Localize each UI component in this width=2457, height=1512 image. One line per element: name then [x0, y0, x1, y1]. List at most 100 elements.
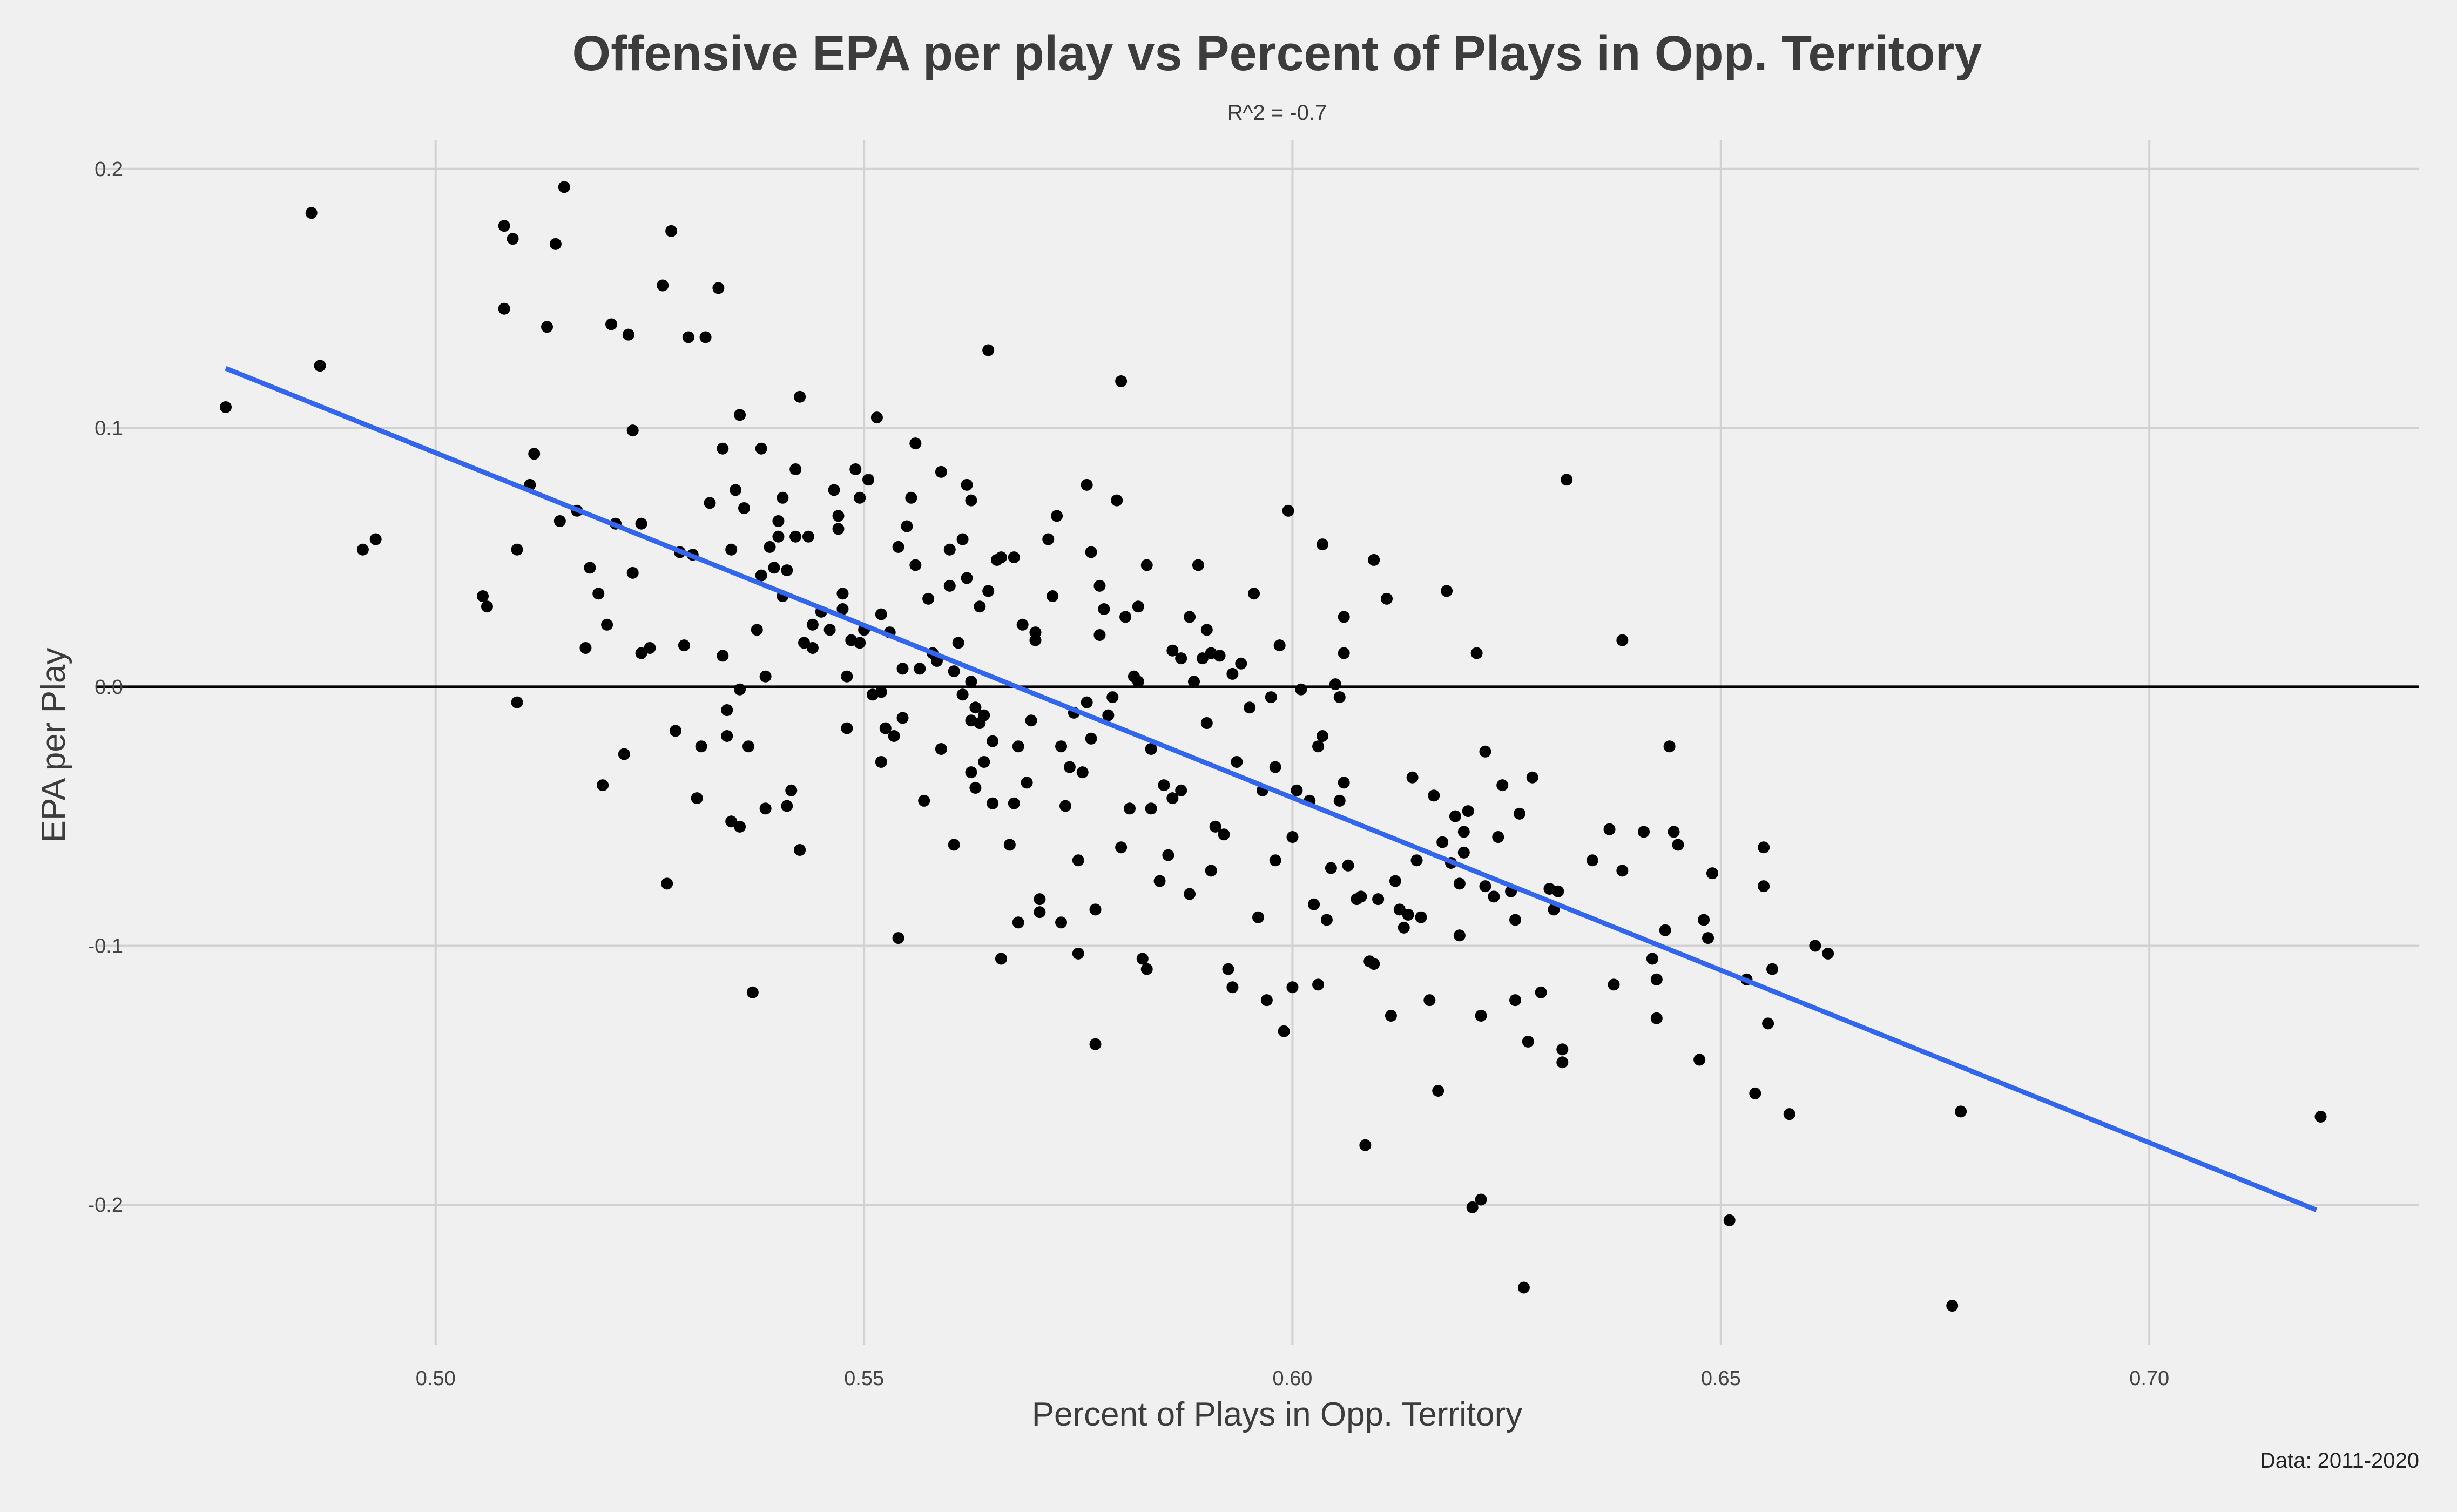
data-point: [961, 572, 973, 584]
data-point: [717, 650, 729, 662]
data-point: [1706, 867, 1718, 880]
data-point: [1702, 932, 1714, 944]
chart-subtitle: R^2 = -0.7: [1227, 101, 1327, 125]
data-point: [1449, 810, 1461, 822]
data-point: [1457, 826, 1470, 838]
x-tick-label: 0.60: [1272, 1367, 1312, 1390]
chart-caption: Data: 2011-2020: [2260, 1449, 2419, 1473]
data-point: [948, 839, 960, 851]
data-point: [498, 302, 510, 315]
data-point: [1244, 701, 1256, 714]
data-point: [1072, 947, 1084, 960]
data-point: [635, 517, 647, 530]
data-point: [935, 742, 947, 755]
data-point: [1265, 691, 1277, 704]
data-point: [1269, 761, 1281, 773]
data-point: [1317, 538, 1329, 551]
data-point: [781, 564, 793, 577]
data-point: [1003, 839, 1016, 851]
data-point: [558, 181, 570, 193]
data-point: [1085, 546, 1097, 558]
data-point: [794, 844, 806, 856]
data-point: [1650, 973, 1663, 986]
data-point: [1012, 916, 1024, 929]
data-point: [1072, 854, 1084, 867]
data-point: [657, 279, 669, 292]
data-point: [974, 600, 986, 613]
data-point: [896, 663, 909, 675]
data-point: [305, 207, 318, 219]
data-point: [1325, 862, 1337, 874]
data-point: [1248, 588, 1260, 600]
data-point: [828, 484, 840, 496]
data-point: [1123, 802, 1136, 815]
data-point: [1205, 865, 1217, 877]
data-point: [730, 484, 742, 496]
data-point: [511, 543, 523, 556]
data-point: [1496, 779, 1509, 792]
data-point: [1278, 1025, 1290, 1037]
data-point: [618, 748, 630, 760]
data-point: [1410, 854, 1423, 867]
data-point: [1175, 784, 1187, 796]
data-point: [1200, 624, 1213, 636]
data-point: [1184, 888, 1196, 900]
data-point: [477, 590, 489, 603]
data-point: [1402, 908, 1414, 921]
data-point: [1158, 779, 1170, 792]
data-point: [1218, 828, 1230, 841]
data-point: [1162, 849, 1174, 861]
data-point: [1522, 1035, 1534, 1048]
data-point: [511, 696, 523, 708]
data-point: [965, 676, 977, 688]
data-point: [1693, 1054, 1706, 1066]
data-point: [1111, 494, 1123, 507]
data-point: [914, 663, 926, 675]
data-point: [1475, 1193, 1487, 1206]
data-point: [1535, 986, 1547, 998]
data-point: [781, 800, 793, 812]
data-point: [1034, 893, 1046, 906]
data-point: [1042, 533, 1055, 545]
data-point: [789, 530, 802, 543]
data-point: [369, 533, 382, 545]
data-point: [678, 639, 690, 652]
data-point: [995, 953, 1007, 965]
data-point: [1616, 634, 1629, 646]
data-point: [725, 543, 738, 556]
data-point: [909, 559, 922, 571]
data-point: [592, 588, 605, 600]
data-point: [1513, 807, 1526, 820]
data-point: [905, 491, 917, 504]
data-point: [1312, 978, 1325, 991]
data-point: [978, 709, 990, 721]
data-point: [1008, 551, 1020, 564]
data-point: [1145, 742, 1157, 755]
data-point: [1338, 647, 1350, 659]
data-point: [1338, 777, 1350, 789]
data-point: [528, 448, 541, 460]
data-point: [1085, 732, 1097, 745]
data-point: [1282, 504, 1294, 517]
data-point: [682, 331, 694, 343]
data-point: [764, 541, 776, 553]
trend-line: [225, 366, 2318, 1212]
data-point: [644, 642, 656, 654]
data-point: [1663, 740, 1676, 753]
y-tick-label: 0.0: [94, 676, 123, 699]
data-point: [987, 735, 999, 747]
data-point: [1136, 953, 1149, 965]
data-point: [1368, 958, 1380, 970]
data-point: [704, 497, 716, 509]
data-point: [1021, 777, 1033, 789]
data-point: [1063, 761, 1076, 773]
data-point: [832, 510, 845, 522]
data-point: [356, 543, 369, 556]
data-point: [1423, 994, 1436, 1007]
data-point: [1462, 805, 1474, 818]
data-point: [605, 318, 618, 330]
data-point: [1749, 1087, 1761, 1099]
data-point: [1166, 644, 1179, 657]
data-point: [734, 820, 746, 833]
data-point: [1466, 1201, 1479, 1213]
